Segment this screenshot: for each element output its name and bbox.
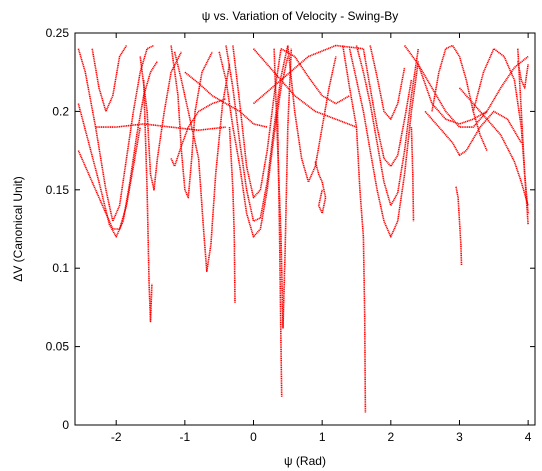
plot-area [75, 33, 535, 425]
data-trace [424, 110, 522, 157]
data-trace [173, 51, 231, 273]
x-tick-label: 1 [319, 430, 326, 444]
data-trace [142, 79, 153, 323]
data-trace [276, 111, 283, 397]
x-tick-label: -1 [180, 430, 191, 444]
x-tick-label: 0 [250, 430, 257, 444]
data-trace [431, 44, 488, 151]
data-trace [95, 123, 227, 131]
data-trace [170, 98, 227, 168]
data-trace [369, 45, 406, 120]
data-trace [252, 48, 357, 128]
y-tick-label: 0 [62, 418, 69, 432]
x-tick-label: 2 [387, 430, 394, 444]
y-axis-label: ΔV (Canonical Unit) [11, 176, 25, 281]
data-trace [287, 45, 337, 183]
data-trace [77, 44, 155, 222]
x-axis: -2 -1 0 1 2 3 4 [111, 33, 532, 444]
data-trace [403, 45, 529, 128]
y-axis: 0 0.05 0.1 0.15 0.2 0.25 [46, 26, 535, 432]
data-trace [342, 45, 367, 413]
data-trace [228, 127, 236, 303]
data-trace [517, 61, 529, 89]
data-trace [455, 186, 463, 266]
data-trace [77, 60, 159, 238]
data-trace [314, 161, 327, 215]
y-tick-label: 0.1 [52, 261, 69, 275]
data-marks [77, 44, 529, 413]
data-trace [170, 45, 214, 199]
data-trace [91, 45, 128, 113]
data-trace [139, 51, 183, 191]
y-tick-label: 0.15 [46, 183, 70, 197]
axes-box [74, 32, 536, 426]
chart-title: ψ vs. Variation of Velocity - Swing-By [202, 9, 398, 23]
x-tick-label: 4 [525, 430, 532, 444]
data-trace [232, 45, 282, 199]
data-trace [355, 45, 420, 207]
y-tick-label: 0.25 [46, 26, 70, 40]
x-tick-label: 3 [456, 430, 463, 444]
data-trace [458, 87, 529, 206]
data-trace [252, 44, 364, 105]
data-trace [225, 45, 289, 222]
y-tick-label: 0.05 [46, 340, 70, 354]
x-tick-label: -2 [111, 430, 122, 444]
x-axis-label: ψ (Rad) [284, 454, 326, 468]
data-trace [517, 48, 529, 225]
y-tick-label: 0.2 [52, 104, 69, 118]
data-trace [280, 48, 350, 105]
data-trace [362, 48, 413, 168]
data-trace [410, 127, 415, 222]
data-trace [77, 126, 141, 230]
